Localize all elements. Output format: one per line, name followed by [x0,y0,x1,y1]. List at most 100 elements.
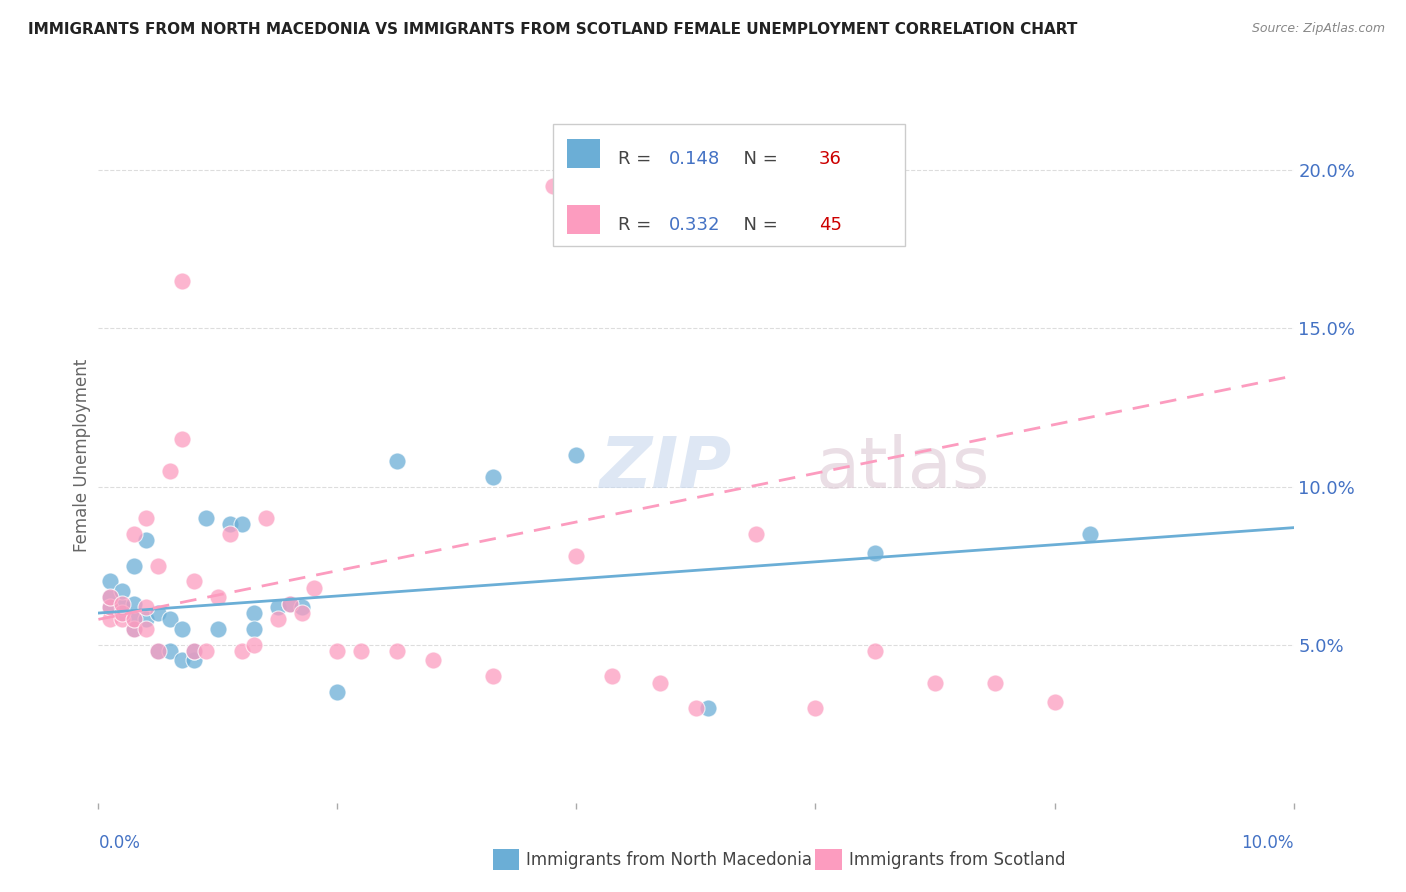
Point [172,274,194,288]
Point [481,470,505,484]
Point [385,454,409,468]
Point [541,179,564,194]
Point [172,432,194,446]
Point [326,644,349,658]
Text: 0.0%: 0.0% [98,834,141,852]
Point [111,606,134,620]
Point [1043,695,1066,709]
Point [243,622,266,636]
Text: 0.332: 0.332 [668,217,720,235]
Text: 36: 36 [820,150,842,169]
Text: R =: R = [619,217,657,235]
Point [124,612,146,626]
Point [148,644,170,658]
Point [135,599,157,614]
Point [207,591,229,605]
Point [278,597,301,611]
Y-axis label: Female Unemployment: Female Unemployment [73,359,91,551]
Text: atlas: atlas [815,434,990,503]
Point [650,675,672,690]
Point [326,685,349,699]
Point [135,612,157,626]
Text: Source: ZipAtlas.com: Source: ZipAtlas.com [1251,22,1385,36]
Point [291,599,314,614]
Point [219,527,242,541]
Point [159,644,181,658]
Point [278,597,301,611]
Point [745,527,768,541]
Text: N =: N = [733,217,783,235]
Point [124,527,146,541]
Point [195,511,218,525]
Text: 0.148: 0.148 [668,150,720,169]
Point [865,644,887,658]
Text: ZIP: ZIP [600,434,733,503]
Text: Immigrants from North Macedonia: Immigrants from North Macedonia [526,851,813,869]
Point [183,644,205,658]
Point [267,612,290,626]
Point [100,574,122,589]
Point [124,597,146,611]
Point [124,622,146,636]
Point [183,574,205,589]
Bar [567,205,600,235]
Point [602,669,624,683]
Point [100,599,122,614]
Point [231,517,253,532]
Point [385,644,409,658]
Point [111,599,134,614]
Point [111,597,134,611]
Point [243,606,266,620]
Point [183,644,205,658]
Text: N =: N = [733,150,783,169]
Point [159,464,181,478]
Text: Immigrants from Scotland: Immigrants from Scotland [849,851,1066,869]
Point [219,517,242,532]
Point [100,591,122,605]
Text: 10.0%: 10.0% [1241,834,1294,852]
Point [124,612,146,626]
Point [100,612,122,626]
Point [350,644,373,658]
Bar [815,849,842,871]
Point [207,622,229,636]
Point [865,546,887,560]
Point [697,701,720,715]
Point [172,653,194,667]
Point [231,644,253,658]
Point [565,448,588,462]
Point [254,511,277,525]
Point [100,599,122,614]
Text: 45: 45 [820,217,842,235]
Point [183,653,205,667]
Point [481,669,505,683]
Point [111,606,134,620]
Bar [494,849,519,871]
Point [984,675,1007,690]
Point [159,612,181,626]
Point [111,612,134,626]
Text: IMMIGRANTS FROM NORTH MACEDONIA VS IMMIGRANTS FROM SCOTLAND FEMALE UNEMPLOYMENT : IMMIGRANTS FROM NORTH MACEDONIA VS IMMIG… [28,22,1077,37]
Point [100,591,122,605]
Point [565,549,588,563]
Point [1080,527,1102,541]
Point [924,675,946,690]
Point [148,558,170,573]
Point [172,622,194,636]
Point [195,644,218,658]
Point [111,583,134,598]
Point [243,638,266,652]
FancyBboxPatch shape [553,124,905,246]
Point [267,599,290,614]
Point [135,533,157,548]
Point [422,653,444,667]
Point [124,558,146,573]
Point [302,581,325,595]
Point [804,701,827,715]
Point [124,622,146,636]
Point [148,606,170,620]
Text: R =: R = [619,150,657,169]
Point [685,701,707,715]
Bar [567,139,600,169]
Point [135,511,157,525]
